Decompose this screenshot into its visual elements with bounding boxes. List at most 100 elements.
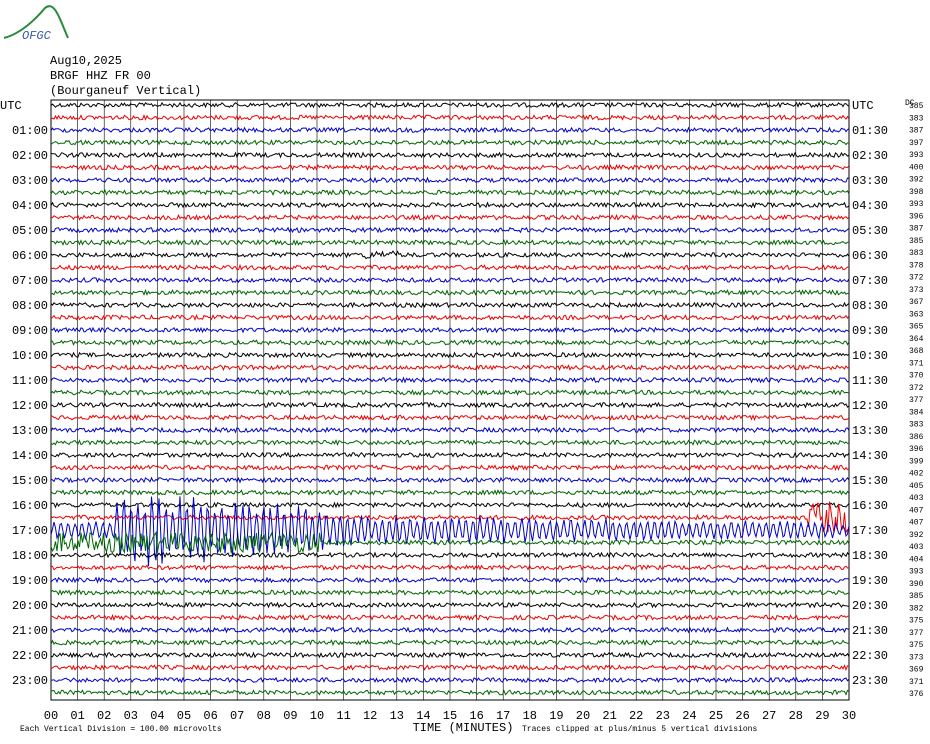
right-time-label: 13:30 (852, 424, 888, 438)
dc-value: 383 (909, 421, 924, 430)
trace (50, 664, 850, 672)
dc-value: 363 (909, 310, 924, 319)
left-time-label: 22:00 (12, 649, 48, 663)
dc-value: 385 (909, 102, 924, 111)
left-time-label: 23:00 (12, 674, 48, 688)
dc-value: 387 (909, 225, 924, 234)
scale-note: Each Vertical Division = 100.00 microvol… (20, 725, 222, 734)
dc-value: 400 (909, 163, 924, 172)
left-time-label: 03:00 (12, 174, 48, 188)
right-time-label: 05:30 (852, 224, 888, 238)
trace (51, 413, 850, 422)
right-time-label: 01:30 (852, 124, 888, 138)
trace (50, 639, 850, 647)
dc-value: 392 (909, 531, 924, 540)
trace (50, 376, 850, 384)
trace (50, 589, 850, 596)
left-time-label: 14:00 (12, 449, 48, 463)
left-time-label: 01:00 (12, 124, 48, 138)
dc-value: 372 (909, 384, 924, 393)
dc-value: 384 (909, 408, 924, 417)
left-time-label: 09:00 (12, 324, 48, 338)
x-tick-label: 16 (469, 709, 483, 723)
x-tick-label: 30 (842, 709, 856, 723)
dc-value: 405 (909, 482, 924, 491)
right-time-label: 12:30 (852, 399, 888, 413)
trace (50, 501, 850, 509)
dc-value: 375 (909, 641, 924, 650)
trace (50, 101, 850, 109)
dc-value: 407 (909, 519, 924, 528)
left-time-label: UTC (0, 99, 22, 113)
station: BRGF HHZ FR 00 (50, 69, 151, 83)
trace (50, 489, 850, 496)
right-time-label: UTC (852, 99, 874, 113)
dc-value: 383 (909, 249, 924, 258)
right-time-label: 03:30 (852, 174, 888, 188)
x-tick-label: 17 (496, 709, 510, 723)
right-time-label: 21:30 (852, 624, 888, 638)
trace (50, 451, 850, 459)
trace (50, 551, 850, 559)
dc-value: 396 (909, 212, 924, 221)
dc-value: 390 (909, 580, 924, 589)
left-time-label: 11:00 (12, 374, 48, 388)
x-tick-label: 11 (336, 709, 350, 723)
left-time-label: 04:00 (12, 199, 48, 213)
dc-value: 385 (909, 592, 924, 601)
trace (50, 576, 850, 584)
right-time-label: 22:30 (852, 649, 888, 663)
trace (50, 113, 850, 121)
dc-value: 396 (909, 445, 924, 454)
date: Aug10,2025 (50, 54, 122, 68)
left-time-label: 19:00 (12, 574, 48, 588)
dc-value: 373 (909, 286, 924, 295)
dc-value: 364 (909, 335, 924, 344)
x-tick-label: 20 (576, 709, 590, 723)
right-time-label: 07:30 (852, 274, 888, 288)
trace (50, 213, 850, 222)
x-tick-label: 13 (390, 709, 404, 723)
right-time-label: 08:30 (852, 299, 888, 313)
left-time-label: 13:00 (12, 424, 48, 438)
left-time-label: 18:00 (12, 549, 48, 563)
x-tick-label: 27 (762, 709, 776, 723)
trace (50, 301, 850, 309)
trace (50, 201, 850, 209)
x-tick-label: 15 (443, 709, 457, 723)
left-time-label: 02:00 (12, 149, 48, 163)
dc-value: 385 (909, 237, 924, 246)
trace (50, 564, 850, 571)
dc-value: 392 (909, 176, 924, 185)
x-tick-label: 29 (815, 709, 829, 723)
dc-value: 398 (909, 188, 924, 197)
left-time-label: 21:00 (12, 624, 48, 638)
trace (50, 389, 850, 396)
trace (50, 464, 850, 472)
x-tick-label: 21 (602, 709, 616, 723)
left-time-label: 16:00 (12, 499, 48, 513)
trace (50, 226, 850, 234)
trace (50, 501, 850, 534)
trace (50, 338, 850, 347)
dc-value: 372 (909, 274, 924, 283)
dc-value: 404 (909, 555, 924, 564)
logo: OFGC (3, 5, 69, 43)
x-tick-label: 22 (629, 709, 643, 723)
dc-value: 393 (909, 568, 924, 577)
dc-value: 365 (909, 323, 924, 332)
dc-value: 369 (909, 666, 924, 675)
dc-value: 403 (909, 494, 924, 503)
x-tick-label: 19 (549, 709, 563, 723)
right-time-label: 11:30 (852, 374, 888, 388)
right-time-label: 04:30 (852, 199, 888, 213)
x-tick-label: 00 (44, 709, 58, 723)
left-time-label: 05:00 (12, 224, 48, 238)
x-tick-label: 28 (789, 709, 803, 723)
trace (50, 476, 850, 484)
trace (50, 151, 850, 159)
dc-value: 407 (909, 506, 924, 515)
trace (50, 288, 850, 296)
x-tick-label: 04 (150, 709, 164, 723)
